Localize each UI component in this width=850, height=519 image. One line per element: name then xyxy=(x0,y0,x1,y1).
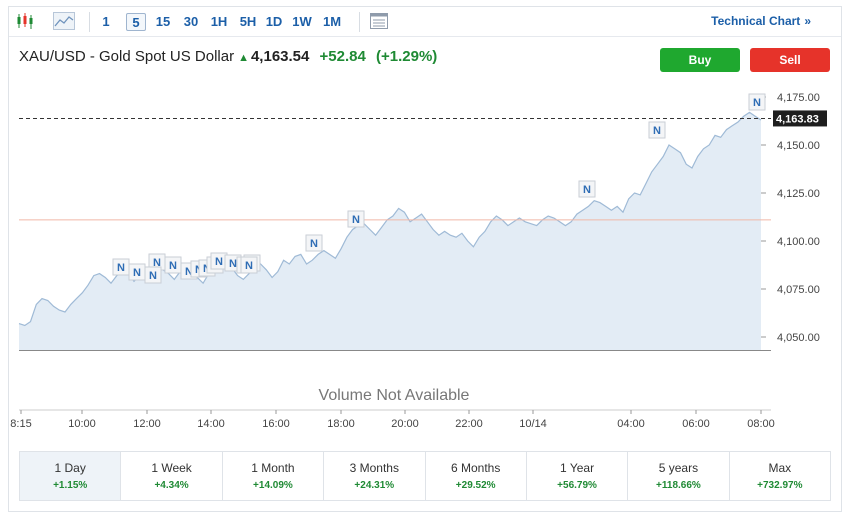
instrument-name: XAU/USD - Gold Spot US Dollar xyxy=(19,48,235,65)
period-change: +56.79% xyxy=(557,480,597,491)
interval-1m[interactable]: 1M xyxy=(322,14,342,29)
news-marker-label: N xyxy=(352,214,360,226)
buy-button[interactable]: Buy xyxy=(660,48,740,72)
period-tab-6-months[interactable]: 6 Months +29.52% xyxy=(425,452,527,500)
x-tick-label: 16:00 xyxy=(262,418,290,430)
news-marker[interactable] xyxy=(578,180,596,198)
period-label: 3 Months xyxy=(349,461,399,475)
period-change: +732.97% xyxy=(757,480,803,491)
news-marker-label: N xyxy=(117,262,125,274)
candlestick-icon[interactable] xyxy=(15,12,35,30)
price-change: +52.84 xyxy=(319,48,366,65)
x-tick-label: 10/14 xyxy=(519,418,547,430)
news-marker-label: N xyxy=(753,97,761,109)
interval-1d[interactable]: 1D xyxy=(265,14,283,29)
news-marker-label: N xyxy=(169,260,177,272)
interval-15[interactable]: 15 xyxy=(155,14,171,29)
x-tick-label: 04:00 xyxy=(617,418,645,430)
news-marker-label: N xyxy=(133,267,141,279)
y-tick-label: 4,050.00 xyxy=(777,332,820,344)
period-change: +118.66% xyxy=(656,480,701,491)
x-tick-label: 22:00 xyxy=(455,418,483,430)
interval-5[interactable]: 5 xyxy=(126,13,146,31)
news-marker-label: N xyxy=(245,260,253,272)
period-change: +24.31% xyxy=(354,480,395,491)
news-marker-label: N xyxy=(653,125,661,137)
news-marker-label: N xyxy=(583,184,591,196)
technical-chart-label: Technical Chart xyxy=(711,14,801,28)
news-marker-label: N xyxy=(229,258,237,270)
plot-area: 4,175.00 4,150.00 4,125.00 4,100.00 4,075.00… xyxy=(10,92,827,430)
period-change: +1.15% xyxy=(53,480,88,491)
y-tick-label: 4,100.00 xyxy=(777,236,820,248)
x-tick-label: 18:00 xyxy=(327,418,355,430)
x-tick-label: 20:00 xyxy=(391,418,419,430)
news-marker-label: N xyxy=(310,238,318,250)
price-chart[interactable]: Investing.com 4,175.004,150.004,125.004,… xyxy=(9,7,841,447)
x-tick-label: 14:00 xyxy=(197,418,225,430)
area-chart-icon[interactable] xyxy=(53,12,75,30)
period-label: 1 Month xyxy=(251,461,295,475)
technical-chart-link[interactable]: Technical Chart» xyxy=(711,14,811,28)
news-marker-label: N xyxy=(185,266,193,278)
chevron-right-icon: » xyxy=(804,14,811,28)
news-marker[interactable] xyxy=(648,121,666,139)
x-tick-label: 8:15 xyxy=(10,418,31,430)
news-marker[interactable] xyxy=(240,256,258,274)
toolbar-separator xyxy=(359,12,360,32)
period-label: 5 years xyxy=(658,461,699,475)
price-area xyxy=(19,112,761,351)
period-label: Max xyxy=(768,461,792,475)
y-tick-label: 4,075.00 xyxy=(777,284,820,296)
period-tab-1-day[interactable]: 1 Day +1.15% xyxy=(20,452,122,500)
period-change: +29.52% xyxy=(455,480,496,491)
x-tick-label: 08:00 xyxy=(747,418,775,430)
news-marker-label: N xyxy=(215,256,223,268)
x-tick-label: 06:00 xyxy=(682,418,710,430)
period-tab-5-years[interactable]: 5 years +118.66% xyxy=(628,452,730,500)
chart-toolbar: 1 5 15 30 1H 5H 1D 1W 1M Technical Chart» xyxy=(9,7,841,37)
period-tab-1-week[interactable]: 1 Week +4.34% xyxy=(121,452,223,500)
price-change-percent: (+1.29%) xyxy=(376,48,438,65)
interval-1h[interactable]: 1H xyxy=(210,14,228,29)
news-marker-label: N xyxy=(153,257,161,269)
period-tab-1-year[interactable]: 1 Year +56.79% xyxy=(526,452,629,500)
news-marker[interactable] xyxy=(748,93,766,111)
interval-1[interactable]: 1 xyxy=(102,14,110,29)
toolbar-separator xyxy=(89,12,90,32)
y-tick-label: 4,175.00 xyxy=(777,92,820,104)
sell-button[interactable]: Sell xyxy=(750,48,830,72)
y-tick-label: 4,150.00 xyxy=(777,140,820,152)
chart-widget: 1 5 15 30 1H 5H 1D 1W 1M Technical Chart» XAU/US… xyxy=(8,6,842,512)
period-label: 1 Year xyxy=(560,461,595,475)
last-price-label: 4,163.83 xyxy=(776,113,819,125)
arrow-up-icon: ▲ xyxy=(238,52,249,64)
interval-1w[interactable]: 1W xyxy=(292,14,312,29)
news-marker[interactable] xyxy=(144,266,162,284)
news-marker[interactable] xyxy=(347,210,365,228)
x-tick-label: 10:00 xyxy=(68,418,96,430)
instrument-header: XAU/USD - Gold Spot US Dollar ▲ 4,163.54 +… xyxy=(19,48,437,65)
period-tabs: 1 Day +1.15% 1 Week +4.34% 1 Month +14.09% 3 M… xyxy=(19,451,831,501)
interval-30[interactable]: 30 xyxy=(183,14,199,29)
period-label: 6 Months xyxy=(451,461,501,475)
news-marker[interactable] xyxy=(305,234,323,252)
period-tab-max[interactable]: Max +732.97% xyxy=(729,452,830,500)
period-label: 1 Day xyxy=(54,461,86,475)
last-price-badge xyxy=(773,110,827,127)
last-price: 4,163.54 xyxy=(250,48,310,65)
x-tick-label: 12:00 xyxy=(133,418,161,430)
news-marker-label: N xyxy=(149,270,157,282)
period-tab-1-month[interactable]: 1 Month +14.09% xyxy=(222,452,325,500)
period-tab-3-months[interactable]: 3 Months +24.31% xyxy=(324,452,426,500)
period-change: +4.34% xyxy=(154,480,189,491)
interval-5h[interactable]: 5H xyxy=(239,14,257,29)
y-tick-label: 4,125.00 xyxy=(777,188,820,200)
chart-settings-icon[interactable] xyxy=(369,12,389,30)
period-change: +14.09% xyxy=(253,480,293,491)
volume-not-available: Volume Not Available xyxy=(319,387,470,404)
period-label: 1 Week xyxy=(151,461,192,475)
